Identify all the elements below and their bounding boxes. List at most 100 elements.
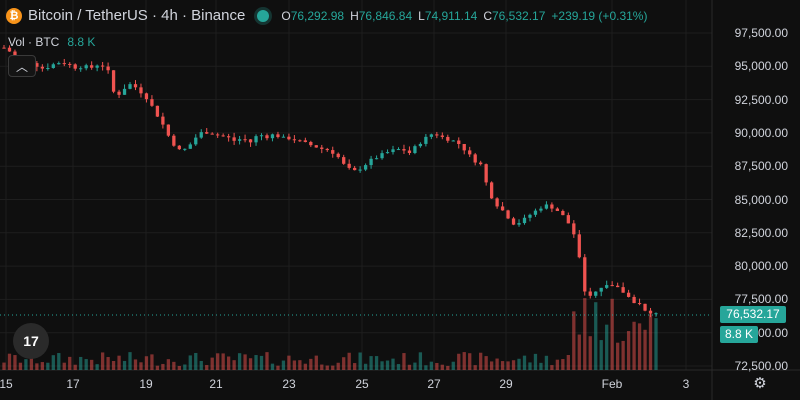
candle-body bbox=[111, 70, 116, 92]
candle-body bbox=[500, 206, 505, 211]
candle-body bbox=[369, 158, 373, 166]
candle-body bbox=[550, 204, 554, 209]
volume-bar bbox=[128, 352, 132, 370]
volume-bar bbox=[265, 352, 269, 370]
volume-bar bbox=[424, 365, 428, 370]
volume-bar bbox=[287, 355, 291, 370]
candle-body bbox=[270, 134, 275, 139]
volume-bar bbox=[566, 354, 570, 370]
price-tick-label: 80,000.00 bbox=[734, 259, 788, 274]
candle-body bbox=[643, 303, 647, 311]
price-tick-label: 90,000.00 bbox=[734, 125, 788, 140]
volume-bar bbox=[7, 353, 12, 370]
chevron-up-icon[interactable]: ︿ bbox=[8, 55, 36, 77]
candle-body bbox=[205, 132, 209, 134]
volume-value: 8.8 K bbox=[67, 35, 96, 49]
market-status-icon[interactable] bbox=[257, 9, 270, 22]
volume-bar bbox=[51, 355, 55, 370]
gear-icon[interactable]: ⚙ bbox=[753, 375, 767, 392]
volume-bar bbox=[254, 355, 258, 370]
volume-bar bbox=[292, 360, 297, 370]
volume-bar bbox=[216, 353, 220, 370]
symbol-legend: ₿ Bitcoin / TetherUS · 4h · Binance O76,… bbox=[6, 7, 647, 24]
candle-body bbox=[626, 292, 631, 297]
candle-body bbox=[210, 133, 214, 135]
volume-bar bbox=[626, 331, 631, 370]
candle-body bbox=[106, 66, 110, 71]
candle-body bbox=[594, 291, 598, 296]
volume-bar bbox=[205, 365, 209, 370]
price-tick-label: 97,500.00 bbox=[734, 26, 788, 40]
time-tick-label: 17 bbox=[66, 377, 80, 391]
candle-body bbox=[259, 135, 264, 137]
candle-body bbox=[216, 134, 220, 136]
volume-bar bbox=[489, 361, 494, 370]
close-value: 76,532.17 bbox=[492, 8, 546, 23]
symbol-title[interactable]: Bitcoin / TetherUS · 4h · Binance bbox=[28, 7, 246, 24]
volume-bar bbox=[73, 364, 77, 370]
volume-bar bbox=[122, 360, 127, 370]
volume-bar bbox=[506, 361, 510, 370]
volume-bar bbox=[172, 361, 176, 370]
candle-body bbox=[479, 162, 483, 165]
volume-bar bbox=[528, 362, 532, 370]
volume-bar bbox=[643, 329, 647, 370]
volume-bar bbox=[210, 357, 214, 370]
candle-body bbox=[298, 140, 302, 142]
volume-bar bbox=[18, 362, 23, 370]
volume-bar bbox=[572, 311, 576, 370]
volume-bar bbox=[183, 364, 187, 370]
candle-body bbox=[637, 303, 642, 305]
candle-body bbox=[429, 134, 434, 137]
volume-bar bbox=[221, 353, 225, 370]
candle-body bbox=[544, 204, 549, 209]
candle-body bbox=[583, 257, 587, 292]
volume-bar bbox=[226, 356, 231, 370]
candle-body bbox=[402, 149, 406, 151]
volume-bar bbox=[429, 361, 434, 370]
volume-bar bbox=[243, 354, 247, 370]
candle-body bbox=[363, 165, 368, 170]
volume-bar bbox=[588, 336, 592, 370]
candle-body bbox=[654, 313, 658, 315]
volume-bar bbox=[248, 358, 253, 370]
time-tick-label: 23 bbox=[282, 377, 296, 391]
volume-bar bbox=[484, 356, 488, 370]
volume-bar bbox=[500, 361, 505, 370]
candle-body bbox=[522, 217, 527, 224]
candle-body bbox=[555, 208, 560, 212]
volume-bar bbox=[177, 365, 181, 370]
volume-bar bbox=[194, 352, 198, 370]
candle-body bbox=[342, 157, 346, 164]
volume-bar bbox=[391, 358, 395, 370]
tradingview-logo[interactable]: 17 bbox=[13, 323, 49, 359]
candle-body bbox=[226, 136, 231, 138]
volume-bar bbox=[237, 353, 242, 370]
candle-body bbox=[281, 136, 286, 138]
volume-bar bbox=[281, 360, 286, 370]
candle-body bbox=[413, 146, 417, 154]
candle-body bbox=[287, 136, 291, 140]
volume-bar bbox=[79, 356, 83, 370]
candle-body bbox=[177, 145, 181, 150]
volume-bar bbox=[144, 356, 149, 370]
volume-bar bbox=[495, 358, 499, 370]
volume-bar bbox=[24, 359, 28, 370]
volume-label: Vol · BTC bbox=[8, 35, 60, 49]
volume-bar bbox=[68, 356, 72, 370]
volume-bar bbox=[57, 353, 61, 370]
candle-body bbox=[621, 287, 625, 293]
volume-bar bbox=[468, 353, 472, 370]
candle-body bbox=[336, 153, 340, 158]
volume-bar bbox=[413, 362, 417, 370]
candle-body bbox=[391, 149, 395, 153]
candle-body bbox=[133, 84, 138, 88]
candle-body bbox=[172, 135, 176, 146]
candle-body bbox=[577, 234, 581, 258]
volume-bar bbox=[374, 356, 379, 370]
candle-body bbox=[232, 137, 236, 141]
volume-bar bbox=[111, 360, 116, 370]
candle-body bbox=[435, 134, 439, 136]
candle-body bbox=[309, 141, 313, 146]
